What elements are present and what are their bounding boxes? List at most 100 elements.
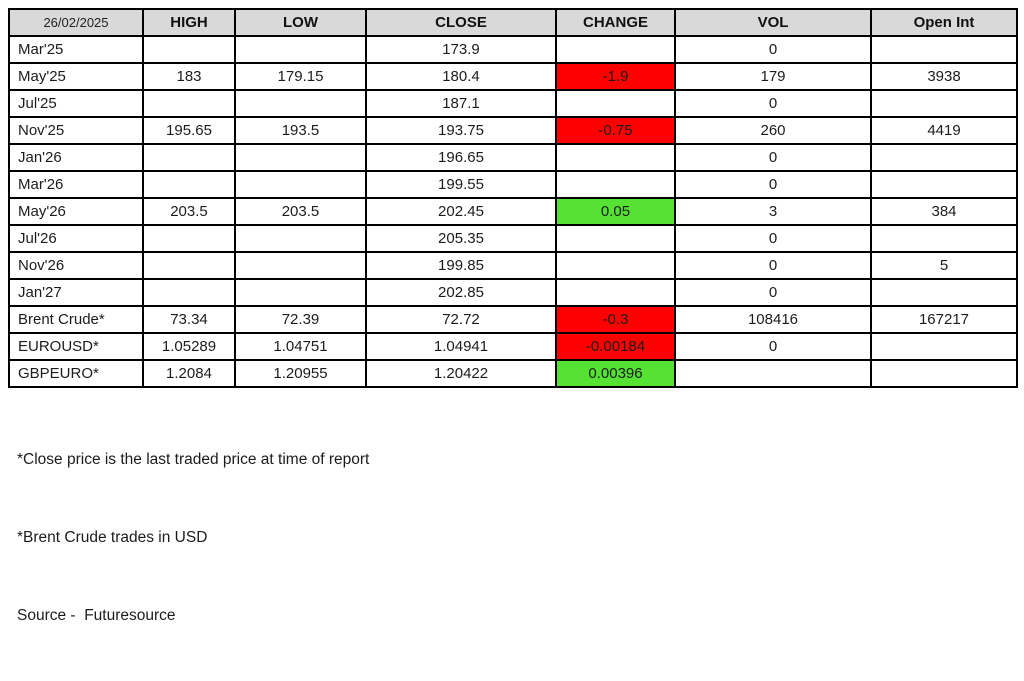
open-int-cell (870, 278, 1018, 307)
high-cell (142, 224, 236, 253)
low-cell: 1.04751 (234, 332, 367, 361)
change-cell (555, 251, 676, 280)
open-int-cell: 3938 (870, 62, 1018, 91)
contract-label: Jan'26 (8, 143, 144, 172)
high-cell (142, 251, 236, 280)
open-int-cell: 384 (870, 197, 1018, 226)
close-cell: 202.85 (365, 278, 557, 307)
low-cell (234, 143, 367, 172)
vol-cell: 260 (674, 116, 872, 145)
table-row: May'26 203.5 203.5 202.45 0.05 3 384 (8, 197, 1018, 226)
change-cell (555, 278, 676, 307)
low-cell: 1.20955 (234, 359, 367, 388)
change-cell: 0.00396 (555, 359, 676, 388)
col-header-change: CHANGE (555, 8, 676, 37)
vol-cell: 0 (674, 89, 872, 118)
high-cell: 1.2084 (142, 359, 236, 388)
high-cell: 1.05289 (142, 332, 236, 361)
table-row: Mar'25 173.9 0 (8, 35, 1018, 64)
report-date: 26/02/2025 (8, 8, 144, 37)
open-int-cell (870, 35, 1018, 64)
col-header-open-int: Open Int (870, 8, 1018, 37)
footnote-close-price: *Close price is the last traded price at… (17, 451, 370, 468)
table-row: GBPEURO* 1.2084 1.20955 1.20422 0.00396 (8, 359, 1018, 388)
close-cell: 205.35 (365, 224, 557, 253)
vol-cell: 0 (674, 332, 872, 361)
vol-cell: 108416 (674, 305, 872, 334)
high-cell: 73.34 (142, 305, 236, 334)
close-cell: 1.04941 (365, 332, 557, 361)
contract-label: GBPEURO* (8, 359, 144, 388)
table-row: Jul'25 187.1 0 (8, 89, 1018, 118)
table-row: Mar'26 199.55 0 (8, 170, 1018, 199)
open-int-cell: 5 (870, 251, 1018, 280)
change-cell (555, 224, 676, 253)
col-header-vol: VOL (674, 8, 872, 37)
table-row: Nov'25 195.65 193.5 193.75 -0.75 260 441… (8, 116, 1018, 145)
contract-label: Nov'26 (8, 251, 144, 280)
change-cell: -0.75 (555, 116, 676, 145)
vol-cell: 0 (674, 251, 872, 280)
change-cell (555, 170, 676, 199)
vol-cell (674, 359, 872, 388)
low-cell: 179.15 (234, 62, 367, 91)
high-cell: 203.5 (142, 197, 236, 226)
low-cell: 193.5 (234, 116, 367, 145)
open-int-cell (870, 332, 1018, 361)
close-cell: 1.20422 (365, 359, 557, 388)
close-cell: 180.4 (365, 62, 557, 91)
col-header-close: CLOSE (365, 8, 557, 37)
contract-label: Mar'25 (8, 35, 144, 64)
footnote-source: Source - Futuresource (17, 607, 176, 624)
header-row: 26/02/2025 HIGH LOW CLOSE CHANGE VOL Ope… (8, 8, 1018, 37)
open-int-cell (870, 359, 1018, 388)
low-cell (234, 170, 367, 199)
vol-cell: 0 (674, 170, 872, 199)
low-cell (234, 278, 367, 307)
table-row: Nov'26 199.85 0 5 (8, 251, 1018, 280)
low-cell (234, 35, 367, 64)
open-int-cell (870, 224, 1018, 253)
contract-label: May'26 (8, 197, 144, 226)
close-cell: 173.9 (365, 35, 557, 64)
high-cell (142, 278, 236, 307)
contract-label: Jul'26 (8, 224, 144, 253)
change-cell (555, 35, 676, 64)
col-header-high: HIGH (142, 8, 236, 37)
open-int-cell: 167217 (870, 305, 1018, 334)
high-cell (142, 170, 236, 199)
change-cell (555, 89, 676, 118)
low-cell (234, 89, 367, 118)
footnote-brent-usd: *Brent Crude trades in USD (17, 529, 208, 546)
change-cell: 0.05 (555, 197, 676, 226)
vol-cell: 0 (674, 35, 872, 64)
contract-label: Jul'25 (8, 89, 144, 118)
change-cell: -0.3 (555, 305, 676, 334)
contract-label: May'25 (8, 62, 144, 91)
high-cell (142, 143, 236, 172)
table-row: Jan'27 202.85 0 (8, 278, 1018, 307)
contract-label: Brent Crude* (8, 305, 144, 334)
vol-cell: 179 (674, 62, 872, 91)
vol-cell: 0 (674, 278, 872, 307)
footnotes: *Close price is the last traded price at… (17, 395, 1016, 681)
table-row: Jan'26 196.65 0 (8, 143, 1018, 172)
contract-label: Nov'25 (8, 116, 144, 145)
contract-label: Jan'27 (8, 278, 144, 307)
open-int-cell: 4419 (870, 116, 1018, 145)
col-header-low: LOW (234, 8, 367, 37)
high-cell: 195.65 (142, 116, 236, 145)
change-cell: -1.9 (555, 62, 676, 91)
low-cell (234, 251, 367, 280)
vol-cell: 3 (674, 197, 872, 226)
vol-cell: 0 (674, 224, 872, 253)
futures-price-table: 26/02/2025 HIGH LOW CLOSE CHANGE VOL Ope… (8, 8, 1018, 388)
low-cell (234, 224, 367, 253)
close-cell: 196.65 (365, 143, 557, 172)
open-int-cell (870, 89, 1018, 118)
close-cell: 199.55 (365, 170, 557, 199)
contract-label: EUROUSD* (8, 332, 144, 361)
table-row: May'25 183 179.15 180.4 -1.9 179 3938 (8, 62, 1018, 91)
high-cell (142, 89, 236, 118)
